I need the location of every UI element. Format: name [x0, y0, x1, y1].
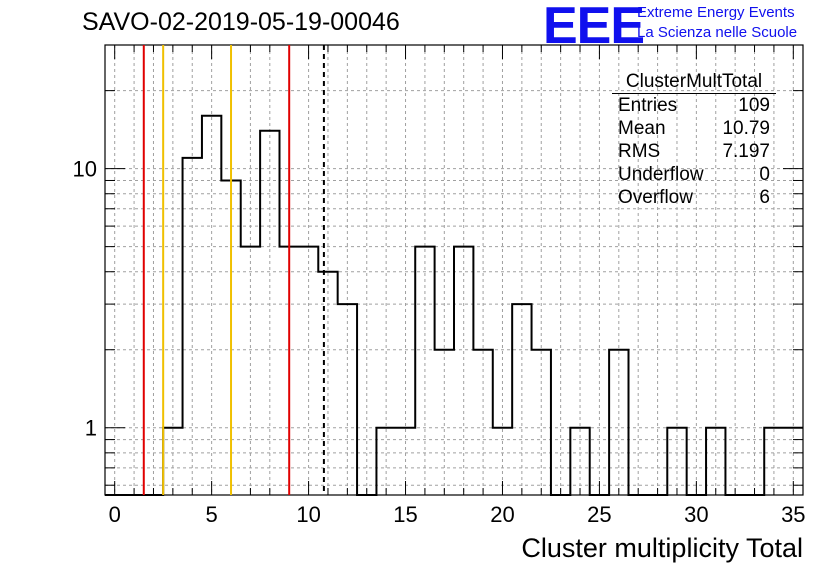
stats-value: 7.197	[722, 141, 770, 162]
x-tick-label: 30	[684, 502, 708, 527]
histogram-series	[105, 114, 803, 496]
stats-row-mean: Mean 10.79	[608, 117, 780, 140]
x-tick-label: 25	[587, 502, 611, 527]
plot-title: SAVO-02-2019-05-19-00046	[82, 8, 400, 36]
stats-row-underflow: Underflow 0	[608, 163, 780, 186]
y-tick-label: 10	[73, 157, 97, 182]
x-axis-label: Cluster multiplicity Total	[521, 533, 803, 563]
stats-row-entries: Entries 109	[608, 94, 780, 117]
stats-value: 0	[759, 164, 770, 185]
eee-logo: EEE	[543, 0, 645, 55]
x-tick-label: 10	[296, 502, 320, 527]
stats-label: Entries	[618, 95, 678, 116]
x-tick-label: 20	[490, 502, 514, 527]
stats-row-overflow: Overflow 6	[608, 186, 780, 209]
stats-label: Mean	[618, 118, 666, 139]
x-tick-label: 15	[393, 502, 417, 527]
logo-line-1: Extreme Energy Events	[637, 4, 795, 21]
stats-value: 10.79	[722, 118, 770, 139]
stats-box-title: ClusterMultTotal	[612, 70, 776, 94]
x-tick-label: 0	[109, 502, 121, 527]
stats-label: RMS	[618, 141, 661, 162]
x-tick-label: 35	[781, 502, 805, 527]
x-tick-label: 5	[206, 502, 218, 527]
stats-value: 6	[759, 187, 770, 208]
stats-row-rms: RMS 7.197	[608, 140, 780, 163]
stats-box: ClusterMultTotal Entries 109 Mean 10.79 …	[608, 70, 780, 209]
stats-label: Underflow	[618, 164, 704, 185]
stats-label: Overflow	[618, 187, 693, 208]
plot-frame	[104, 44, 804, 496]
y-tick-label: 1	[85, 416, 97, 441]
logo-line-2: La Scienza nelle Scuole	[637, 24, 798, 41]
stats-value: 109	[738, 95, 770, 116]
